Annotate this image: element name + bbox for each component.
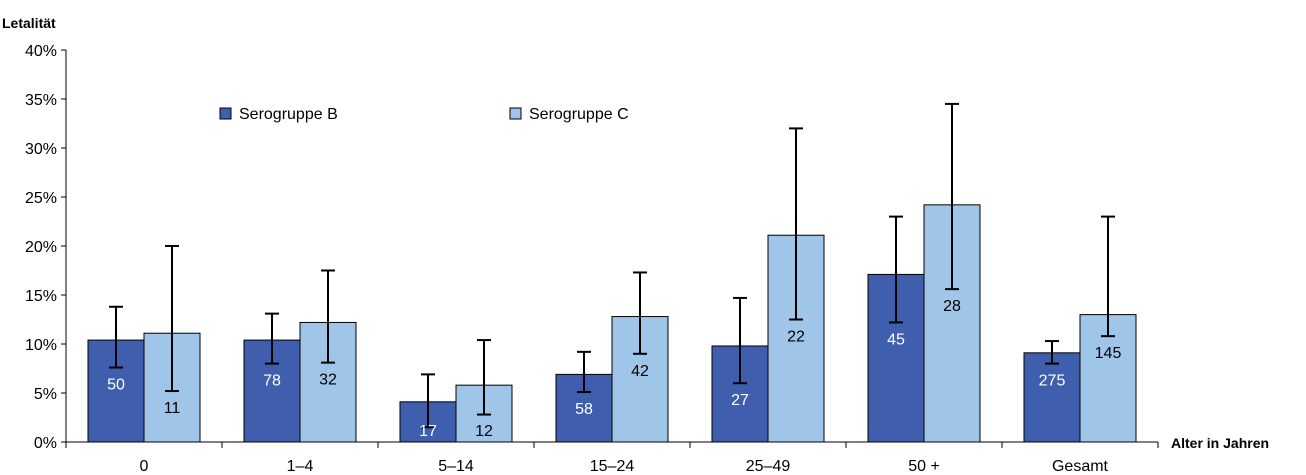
legend-swatch [219,107,232,120]
y-tick-label: 40% [25,43,57,60]
x-tick-label: 50 + [908,458,940,475]
sample-size-label: 45 [887,331,905,348]
x-tick-label: 25–49 [746,458,791,475]
sample-size-label: 275 [1039,373,1066,390]
x-tick-label: 15–24 [590,458,635,475]
sample-size-label: 145 [1095,345,1122,362]
sample-size-label: 78 [263,373,281,390]
sample-size-label: 58 [575,401,593,418]
x-tick-label: Gesamt [1052,458,1109,475]
y-tick-label: 0% [34,435,57,452]
x-tick-label: 5–14 [438,458,474,475]
sample-size-label: 12 [475,423,493,440]
x-tick-label: 1–4 [287,458,314,475]
y-tick-label: 5% [34,386,57,403]
bar-serogruppe-c [1079,314,1137,443]
sample-size-label: 22 [787,329,805,346]
bar-serogruppe-b [1023,352,1081,443]
x-axis-title: Alter in Jahren [1171,435,1269,451]
y-tick-label: 20% [25,239,57,256]
y-tick-label: 10% [25,337,57,354]
sample-size-label: 27 [731,392,749,409]
sample-size-label: 50 [107,377,125,394]
y-axis-title: Letalität [2,15,56,31]
y-tick-label: 35% [25,92,57,109]
y-tick-label: 30% [25,141,57,158]
legend-label: Serogruppe B [239,106,338,123]
y-tick-label: 15% [25,288,57,305]
sample-size-label: 28 [943,298,961,315]
sample-size-label: 32 [319,372,337,389]
sample-size-label: 42 [631,363,649,380]
y-tick-label: 25% [25,190,57,207]
legend-swatch [509,107,522,120]
sample-size-label: 11 [164,400,181,417]
sample-size-label: 17 [419,423,437,440]
x-tick-label: 0 [140,458,149,475]
legend-label: Serogruppe C [529,106,629,123]
plot-area: 0% 5% 10% 15% 20% 25% 30% 35% 40% 0 1–4 5–14 15–24 25… [25,43,1159,475]
